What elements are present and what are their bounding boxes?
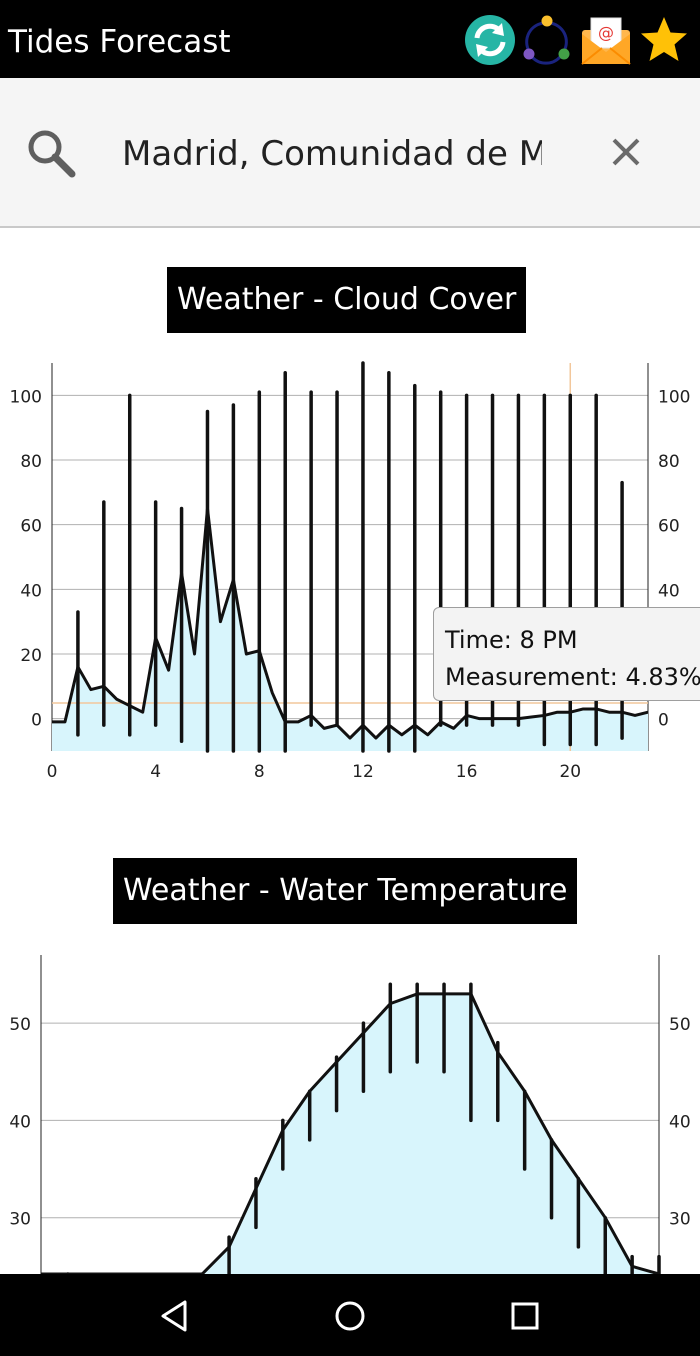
- cloud-y-tick-label-right: 80: [658, 452, 680, 472]
- share-icon[interactable]: [520, 14, 572, 66]
- cloud-y-tick-label-left: 20: [20, 646, 42, 666]
- water-temperature-chart[interactable]: 2020303040405050: [0, 945, 700, 1274]
- cloud-x-tick-label: 16: [456, 762, 478, 782]
- cloud-cover-chart[interactable]: 002020404060608080100100048121620: [0, 355, 700, 795]
- cloud-y-tick-label-right: 100: [658, 387, 690, 407]
- cloud-y-tick-label-left: 40: [20, 581, 42, 601]
- cloud-x-tick-label: 0: [47, 762, 58, 782]
- chart-tooltip: Time: 8 PM Measurement: 4.83%: [433, 607, 700, 701]
- water-y-tick-label-right: 50: [669, 1015, 691, 1035]
- cloud-series-line: [52, 507, 649, 740]
- search-input[interactable]: [122, 128, 542, 180]
- app-bar: Tides Forecast @: [0, 0, 700, 78]
- cloud-y-tick-label-left: 80: [20, 452, 42, 472]
- cloud-x-tick-label: 12: [352, 762, 374, 782]
- cloud-x-tick-label: 8: [254, 762, 265, 782]
- cloud-x-tick-label: 4: [150, 762, 161, 782]
- water-series-line: [41, 992, 660, 1274]
- cloud-y-tick-label-left: 0: [31, 711, 42, 731]
- water-y-tick-label-right: 30: [669, 1210, 691, 1230]
- water-area-fill: [41, 993, 659, 1274]
- home-icon[interactable]: [328, 1294, 372, 1338]
- cloud-y-tick-label-right: 60: [658, 517, 680, 537]
- search-bar: [0, 78, 700, 228]
- water-y-tick-label-left: 50: [9, 1015, 31, 1035]
- tooltip-time: Time: 8 PM: [445, 626, 578, 654]
- water-y-tick-label-left: 30: [9, 1210, 31, 1230]
- email-icon[interactable]: @: [580, 14, 632, 66]
- search-icon[interactable]: [24, 126, 78, 180]
- cloud-y-tick-label-left: 60: [20, 517, 42, 537]
- recents-icon[interactable]: [503, 1294, 547, 1338]
- cloud-area-fill: [52, 508, 648, 751]
- refresh-icon[interactable]: [464, 14, 516, 66]
- close-icon[interactable]: [604, 130, 648, 174]
- cloud-y-tick-label-right: 40: [658, 581, 680, 601]
- cloud-chart-title: Weather - Cloud Cover: [167, 267, 527, 333]
- water-y-tick-label-right: 40: [669, 1112, 691, 1132]
- app-title: Tides Forecast: [8, 24, 231, 60]
- email-at-label: @: [598, 23, 614, 42]
- star-icon[interactable]: [638, 14, 690, 66]
- cloud-x-tick-label: 20: [559, 762, 581, 782]
- water-chart-title: Weather - Water Temperature: [113, 858, 578, 924]
- tooltip-measurement: Measurement: 4.83%: [445, 663, 700, 691]
- cloud-y-tick-label-right: 0: [658, 711, 669, 731]
- back-icon[interactable]: [153, 1294, 197, 1338]
- system-nav-bar: [0, 1274, 700, 1356]
- cloud-y-tick-label-left: 100: [10, 387, 42, 407]
- water-y-tick-label-left: 40: [9, 1112, 31, 1132]
